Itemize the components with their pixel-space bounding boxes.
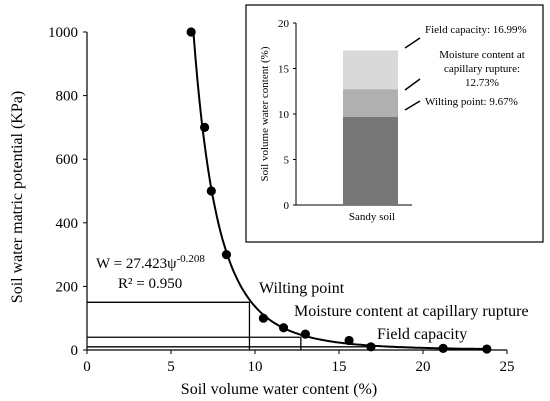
y-tick-label: 600 [56, 152, 79, 168]
data-point [366, 342, 376, 352]
fit-r-squared: R² = 0.950 [118, 276, 182, 292]
reference-line-label: Field capacity [377, 326, 467, 343]
fit-equation-base: W = 27.423ψ [96, 256, 177, 272]
data-point [278, 323, 289, 333]
data-point [258, 313, 268, 323]
inset-y-tick-label: 5 [284, 155, 290, 167]
fit-equation: W = 27.423ψ-0.208 [96, 253, 205, 272]
reference-line [87, 336, 302, 350]
reference-line-label: Wilting point [259, 280, 345, 297]
x-tick-label: 25 [500, 359, 515, 375]
data-point [200, 122, 210, 132]
y-axis-title: Soil water matric potential (KPa) [9, 91, 26, 303]
y-tick-label: 400 [56, 216, 79, 232]
bar-segment [343, 50, 398, 90]
inset-y-tick-label: 0 [284, 200, 290, 212]
segment-annotation: 12.73% [465, 77, 499, 89]
x-tick-label: 20 [416, 359, 431, 375]
fit-equation-exponent: -0.208 [177, 253, 206, 265]
data-point [344, 335, 354, 346]
main-chart: 0 5 10 15 20 25 0 200 400 600 800 1000 Soil volume w… [9, 25, 529, 398]
annotation-leader [404, 78, 421, 91]
x-tick-label: 15 [332, 359, 347, 375]
inset-y-tick-label: 10 [278, 109, 290, 121]
y-tick-label: 200 [56, 279, 79, 295]
x-axis-title: Soil volume water content (%) [181, 381, 377, 398]
y-tick-label: 800 [56, 89, 79, 105]
data-point [221, 250, 232, 260]
segment-annotation: Field capacity: 16.99% [425, 24, 527, 36]
y-tick-label: 0 [71, 343, 79, 359]
inset-y-tick-label: 15 [278, 64, 290, 76]
inset-chart: 0 5 10 15 20 Soil volume water content (%) San… [245, 4, 544, 243]
annotation-leader [404, 37, 421, 49]
bar-segment [343, 117, 398, 205]
data-point [438, 343, 448, 354]
annotation-leader [404, 100, 421, 111]
inset-y-axis-title: Soil volume water content (%) [259, 46, 271, 181]
segment-annotation: capillary rupture: [444, 63, 520, 75]
segment-annotation: Moisture content at [439, 49, 525, 61]
reference-line-label: Moisture content at capillary rupture [294, 303, 529, 320]
x-tick-label: 0 [83, 359, 91, 375]
data-point [300, 329, 310, 339]
segment-annotation: Wilting point: 9.67% [425, 96, 518, 108]
data-point [186, 27, 196, 37]
reference-line [87, 301, 251, 350]
inset-category-label: Sandy soil [349, 211, 395, 223]
data-point [482, 344, 492, 354]
x-tick-label: 10 [248, 359, 263, 375]
x-tick-label: 5 [167, 359, 175, 375]
inset-y-tick-label: 20 [278, 18, 290, 30]
data-point [206, 186, 216, 196]
bar-segment [343, 89, 398, 118]
y-tick-label: 1000 [48, 25, 78, 41]
